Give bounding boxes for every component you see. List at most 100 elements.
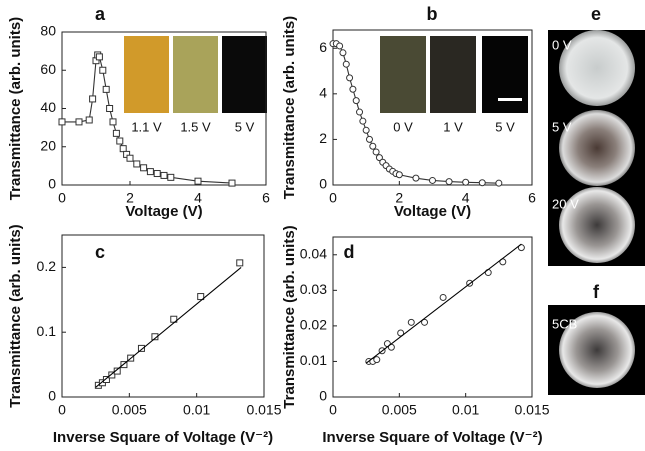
marker — [445, 178, 453, 186]
panel-label: c — [95, 242, 105, 262]
inset-label: 1 V — [443, 119, 463, 134]
inset-image — [173, 36, 218, 113]
photo-label: 0 V — [552, 37, 572, 52]
marker — [89, 95, 97, 103]
inset-image — [482, 36, 528, 113]
marker — [395, 171, 403, 179]
x-tick-label: 0 — [58, 190, 66, 206]
photo-label: 5CB — [552, 316, 577, 331]
inset-image — [222, 36, 267, 113]
marker — [153, 170, 161, 178]
marker — [336, 42, 344, 50]
y-tick-label: 0 — [319, 176, 327, 192]
marker — [236, 259, 244, 267]
inset-label: 0 V — [393, 119, 413, 134]
marker — [119, 145, 127, 153]
inset-image — [124, 36, 169, 113]
marker — [349, 85, 357, 93]
marker — [146, 168, 154, 176]
x-tick-label: 2 — [395, 190, 403, 206]
marker — [160, 171, 168, 179]
marker — [484, 269, 492, 277]
marker — [342, 60, 350, 68]
x-tick-label: 0.015 — [246, 402, 281, 418]
x-tick-label: 6 — [528, 190, 536, 206]
marker — [407, 318, 415, 326]
photo — [559, 187, 635, 263]
marker — [397, 329, 405, 337]
marker — [372, 148, 380, 156]
marker — [365, 135, 373, 143]
marker — [194, 177, 202, 185]
x-tick-label: 0 — [329, 190, 337, 206]
marker — [356, 108, 364, 116]
x-tick-label: 2 — [126, 190, 134, 206]
y-tick-label: 0.04 — [300, 245, 327, 261]
x-tick-label: 0 — [58, 402, 66, 418]
x-tick-label: 4 — [194, 190, 202, 206]
y-tick-label: 0.1 — [37, 323, 57, 339]
inset-label: 5 V — [495, 119, 515, 134]
marker — [85, 116, 93, 124]
y-tick-label: 6 — [319, 39, 327, 55]
plot-frame — [332, 236, 533, 398]
y-tick-label: 4 — [319, 85, 327, 101]
x-axis-label: Voltage (V) — [394, 203, 471, 220]
fit-line — [95, 266, 242, 388]
marker — [478, 179, 486, 187]
inset-label: 1.1 V — [131, 119, 162, 134]
marker — [108, 371, 116, 379]
marker — [75, 118, 83, 126]
x-tick-label: 0.005 — [382, 402, 417, 418]
y-axis-label: Transmittance (arb. units) — [281, 16, 298, 199]
marker — [112, 129, 120, 137]
panel-label: b — [427, 4, 438, 24]
y-tick-label: 0.2 — [37, 258, 57, 274]
x-tick-label: 0.01 — [452, 402, 479, 418]
marker — [375, 154, 383, 162]
marker — [140, 164, 148, 172]
panel-label: f — [593, 282, 600, 302]
plot-frame — [332, 29, 533, 186]
panel-label: a — [95, 4, 106, 24]
marker — [151, 333, 159, 341]
y-axis-label: Transmittance (arb. units) — [281, 225, 298, 408]
x-axis-label: Voltage (V) — [125, 203, 202, 220]
marker — [102, 85, 110, 93]
photo — [559, 312, 635, 388]
marker — [109, 118, 117, 126]
y-tick-label: 20 — [40, 137, 56, 153]
photo — [559, 110, 635, 186]
fit-line — [365, 243, 522, 364]
marker — [462, 178, 470, 186]
marker — [95, 53, 103, 61]
y-axis-label: Transmittance (arb. units) — [7, 17, 24, 200]
y-tick-label: 0 — [48, 388, 56, 404]
marker — [116, 137, 124, 145]
marker — [429, 176, 436, 184]
x-tick-label: 0.01 — [183, 402, 210, 418]
x-tick-label: 6 — [262, 190, 270, 206]
x-tick-label: 0.005 — [112, 402, 147, 418]
marker — [495, 179, 503, 187]
inset-label: 5 V — [235, 119, 255, 134]
y-tick-label: 0.02 — [300, 317, 327, 333]
marker — [359, 117, 367, 125]
y-tick-label: 2 — [319, 130, 327, 146]
marker — [126, 154, 134, 162]
y-tick-label: 0 — [48, 176, 56, 192]
photo-label: 5 V — [552, 119, 572, 134]
marker — [439, 293, 447, 301]
marker — [113, 367, 121, 375]
inset-label: 1.5 V — [180, 119, 211, 134]
marker — [58, 118, 66, 126]
photo-label: 20 V — [552, 196, 579, 211]
marker — [339, 49, 347, 57]
marker — [167, 173, 175, 181]
y-tick-label: 60 — [40, 61, 56, 77]
marker — [228, 179, 236, 187]
y-axis-label: Transmittance (arb. units) — [7, 224, 24, 407]
x-tick-label: 4 — [462, 190, 470, 206]
inset-image — [380, 36, 426, 113]
